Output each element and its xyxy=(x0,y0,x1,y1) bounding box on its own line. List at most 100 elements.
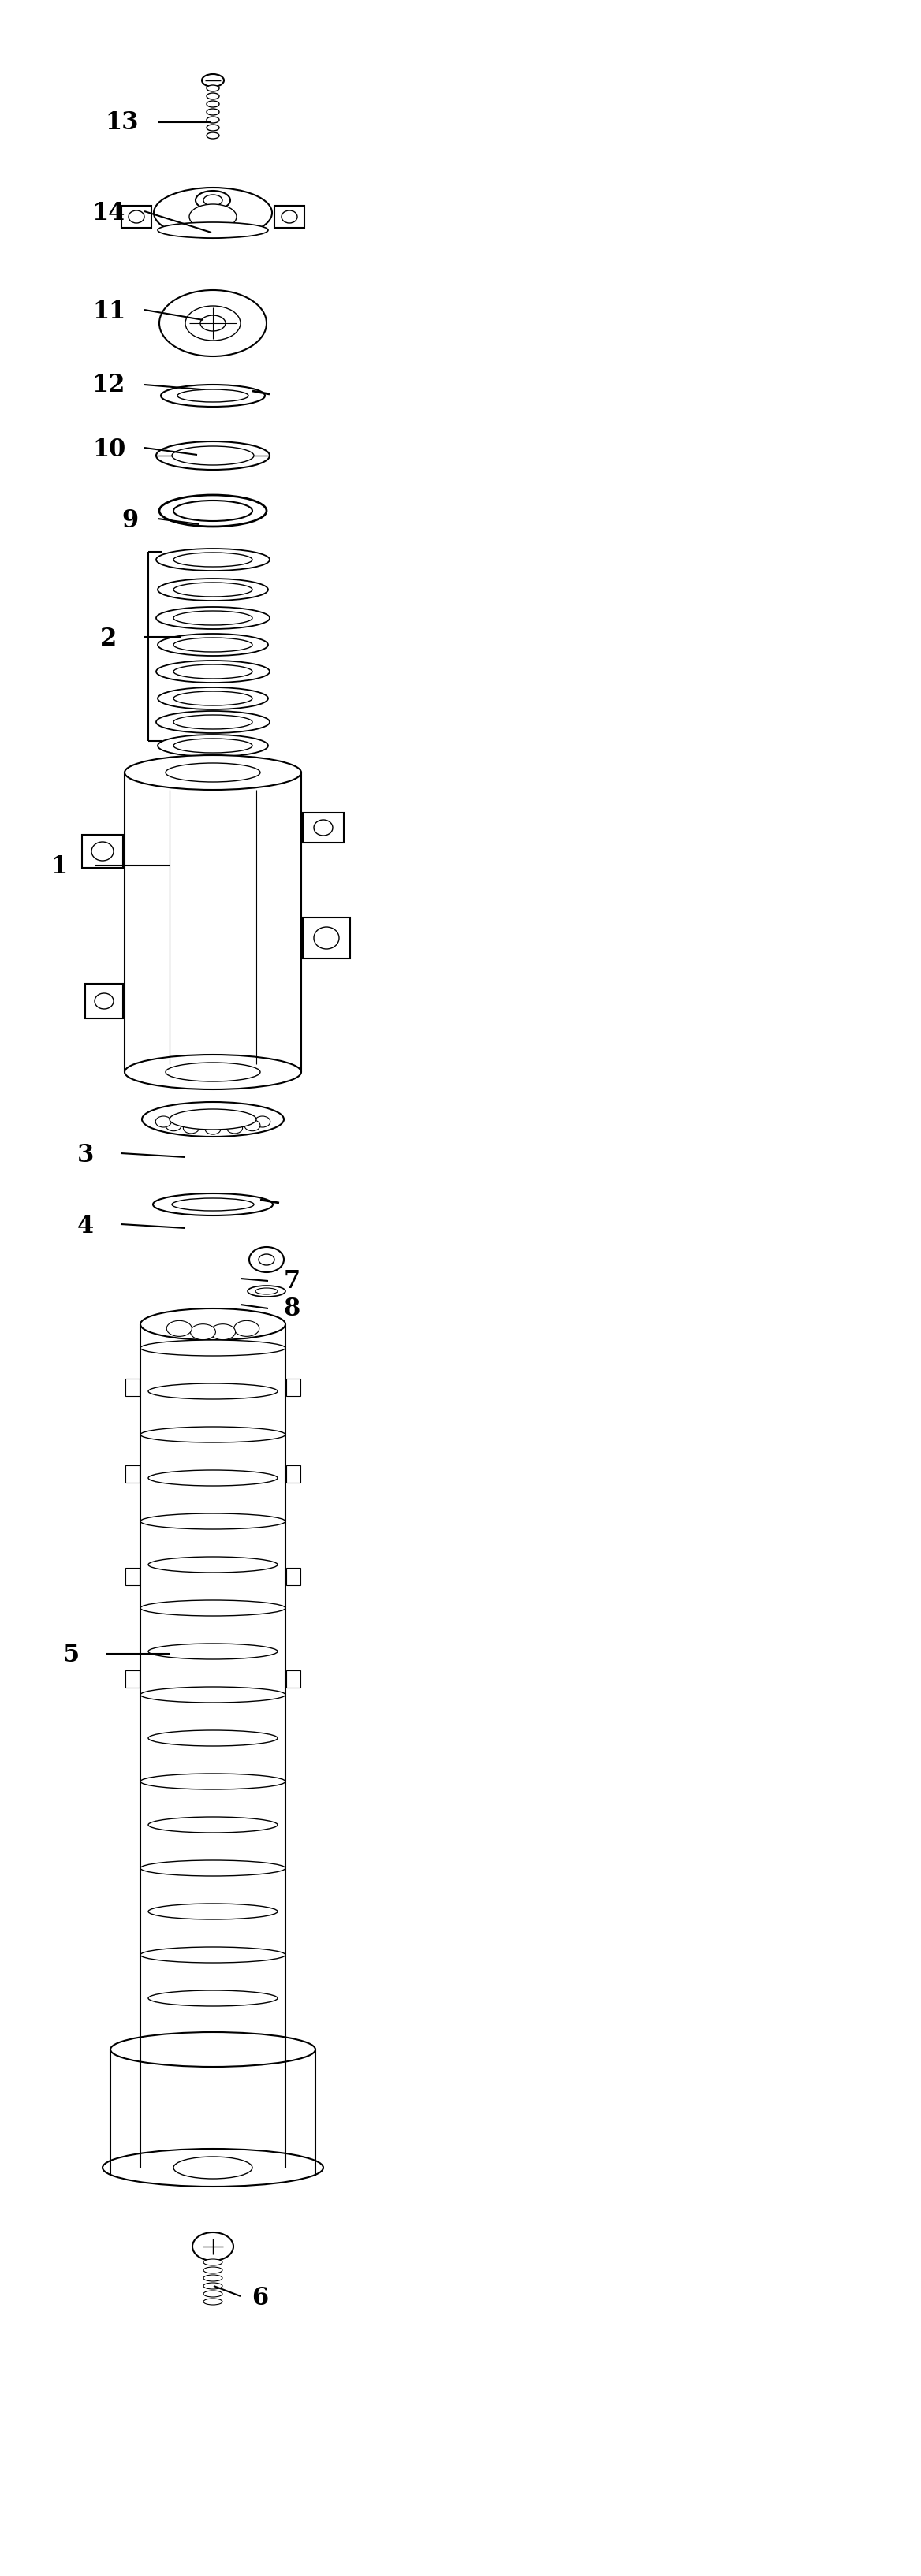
Ellipse shape xyxy=(173,611,252,626)
Text: 1: 1 xyxy=(51,855,67,878)
Ellipse shape xyxy=(169,1110,256,1128)
Ellipse shape xyxy=(206,93,219,100)
Text: 12: 12 xyxy=(92,374,125,397)
Ellipse shape xyxy=(173,739,252,752)
FancyBboxPatch shape xyxy=(303,811,344,842)
Text: 13: 13 xyxy=(106,111,139,134)
Ellipse shape xyxy=(148,1904,277,1919)
Text: 10: 10 xyxy=(92,438,125,461)
Ellipse shape xyxy=(244,1121,260,1131)
Ellipse shape xyxy=(172,446,254,466)
Ellipse shape xyxy=(204,196,222,206)
Ellipse shape xyxy=(210,1324,236,1340)
Ellipse shape xyxy=(173,500,252,520)
Ellipse shape xyxy=(166,1061,261,1082)
Ellipse shape xyxy=(140,1309,286,1340)
Ellipse shape xyxy=(255,1288,277,1293)
Ellipse shape xyxy=(157,549,270,572)
Ellipse shape xyxy=(206,131,219,139)
Ellipse shape xyxy=(140,1687,286,1703)
Ellipse shape xyxy=(140,1515,286,1530)
FancyBboxPatch shape xyxy=(286,1466,300,1484)
Ellipse shape xyxy=(259,1255,274,1265)
FancyBboxPatch shape xyxy=(125,1466,140,1484)
Ellipse shape xyxy=(206,100,219,108)
FancyBboxPatch shape xyxy=(286,1378,300,1396)
Ellipse shape xyxy=(142,1103,284,1136)
Ellipse shape xyxy=(148,1643,277,1659)
Ellipse shape xyxy=(254,1115,270,1128)
Ellipse shape xyxy=(173,716,252,729)
Ellipse shape xyxy=(202,75,224,88)
Ellipse shape xyxy=(159,495,266,526)
Text: 7: 7 xyxy=(284,1270,300,1293)
Ellipse shape xyxy=(227,1123,242,1133)
Text: 14: 14 xyxy=(92,201,125,224)
Ellipse shape xyxy=(157,580,268,600)
Ellipse shape xyxy=(166,762,261,783)
FancyBboxPatch shape xyxy=(286,1669,300,1687)
FancyBboxPatch shape xyxy=(125,1569,140,1584)
Ellipse shape xyxy=(204,2298,222,2306)
Ellipse shape xyxy=(148,1471,277,1486)
Ellipse shape xyxy=(166,1121,181,1131)
Ellipse shape xyxy=(178,389,249,402)
Ellipse shape xyxy=(248,1285,286,1296)
Ellipse shape xyxy=(153,1193,273,1216)
Ellipse shape xyxy=(129,211,145,224)
Ellipse shape xyxy=(102,2148,323,2187)
Ellipse shape xyxy=(140,1600,286,1615)
Ellipse shape xyxy=(205,1123,221,1133)
Ellipse shape xyxy=(148,1383,277,1399)
Ellipse shape xyxy=(173,582,252,598)
FancyBboxPatch shape xyxy=(122,206,151,227)
FancyBboxPatch shape xyxy=(274,206,304,227)
Ellipse shape xyxy=(91,842,113,860)
Ellipse shape xyxy=(204,2267,222,2272)
Ellipse shape xyxy=(157,688,268,708)
Ellipse shape xyxy=(157,608,270,629)
Ellipse shape xyxy=(111,2032,315,2066)
Ellipse shape xyxy=(140,1860,286,1875)
Ellipse shape xyxy=(148,1991,277,2007)
Ellipse shape xyxy=(191,1324,216,1340)
FancyBboxPatch shape xyxy=(85,984,123,1018)
Ellipse shape xyxy=(157,634,268,657)
Ellipse shape xyxy=(148,1816,277,1832)
Ellipse shape xyxy=(185,307,240,340)
Ellipse shape xyxy=(195,191,230,209)
Ellipse shape xyxy=(157,711,270,734)
Text: 4: 4 xyxy=(76,1213,94,1239)
Ellipse shape xyxy=(124,755,301,791)
Ellipse shape xyxy=(156,1115,171,1128)
Ellipse shape xyxy=(159,291,266,355)
Ellipse shape xyxy=(206,116,219,124)
Ellipse shape xyxy=(157,734,268,757)
Ellipse shape xyxy=(157,440,270,469)
FancyBboxPatch shape xyxy=(125,1378,140,1396)
Ellipse shape xyxy=(172,1198,254,1211)
Ellipse shape xyxy=(206,124,219,131)
Ellipse shape xyxy=(140,1947,286,1963)
Text: 2: 2 xyxy=(100,626,117,652)
FancyBboxPatch shape xyxy=(286,1569,300,1584)
Ellipse shape xyxy=(173,2156,252,2179)
FancyBboxPatch shape xyxy=(125,1669,140,1687)
Ellipse shape xyxy=(148,1731,277,1747)
Ellipse shape xyxy=(157,222,268,237)
Text: 6: 6 xyxy=(251,2285,269,2311)
Ellipse shape xyxy=(183,1123,199,1133)
Ellipse shape xyxy=(173,639,252,652)
Ellipse shape xyxy=(192,2233,233,2262)
Ellipse shape xyxy=(204,2275,222,2282)
Ellipse shape xyxy=(314,819,332,835)
Ellipse shape xyxy=(314,927,339,948)
FancyBboxPatch shape xyxy=(303,917,350,958)
Ellipse shape xyxy=(282,211,297,224)
Ellipse shape xyxy=(157,659,270,683)
Ellipse shape xyxy=(148,1556,277,1571)
Ellipse shape xyxy=(204,2290,222,2298)
FancyBboxPatch shape xyxy=(82,835,123,868)
Ellipse shape xyxy=(234,1321,259,1337)
Ellipse shape xyxy=(140,1340,286,1355)
